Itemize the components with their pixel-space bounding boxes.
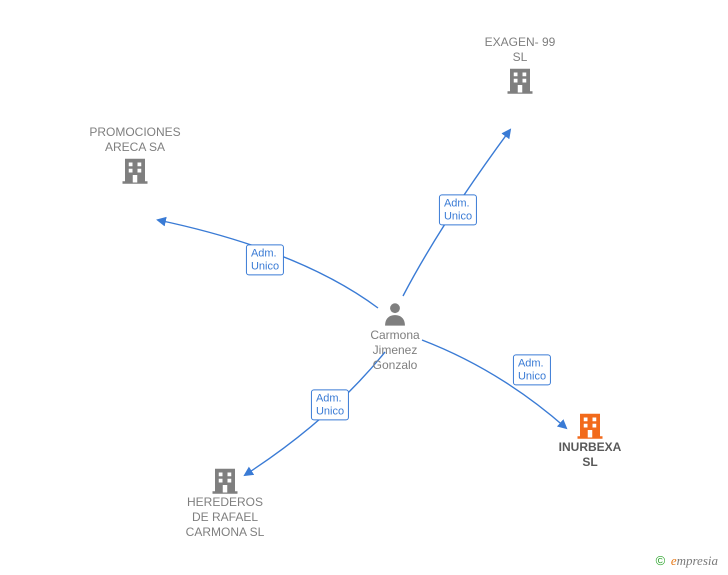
node-promociones[interactable]: PROMOCIONES ARECA SA	[70, 125, 200, 185]
building-icon	[505, 65, 535, 95]
edge-label: Adm. Unico	[439, 194, 477, 225]
building-icon-wrap	[70, 155, 200, 185]
copyright-symbol: ©	[656, 553, 666, 568]
person-icon	[381, 300, 409, 328]
building-icon-wrap	[160, 465, 290, 495]
edge-label: Adm. Unico	[513, 354, 551, 385]
building-icon	[210, 465, 240, 495]
diagram-canvas: © empresia Adm. Unico Adm. Unico Adm. Unic…	[0, 0, 728, 575]
edge-label: Adm. Unico	[311, 389, 349, 420]
brand-rest: mpresia	[677, 553, 718, 568]
edges-layer	[0, 0, 728, 575]
building-icon	[120, 155, 150, 185]
company-label: PROMOCIONES ARECA SA	[70, 125, 200, 155]
node-inurbexa[interactable]: INURBEXA SL	[525, 410, 655, 470]
edge-label: Adm. Unico	[246, 244, 284, 275]
company-label: INURBEXA SL	[525, 440, 655, 470]
node-herederos[interactable]: HEREDEROS DE RAFAEL CARMONA SL	[160, 465, 290, 540]
center-person-node[interactable]: Carmona Jimenez Gonzalo	[345, 300, 445, 373]
building-icon-wrap	[525, 410, 655, 440]
footer-attribution: © empresia	[656, 553, 718, 569]
person-icon-wrap	[345, 300, 445, 328]
building-icon	[575, 410, 605, 440]
building-icon-wrap	[455, 65, 585, 95]
node-exagen[interactable]: EXAGEN- 99 SL	[455, 35, 585, 95]
company-label: EXAGEN- 99 SL	[455, 35, 585, 65]
company-label: HEREDEROS DE RAFAEL CARMONA SL	[160, 495, 290, 540]
center-person-label: Carmona Jimenez Gonzalo	[345, 328, 445, 373]
